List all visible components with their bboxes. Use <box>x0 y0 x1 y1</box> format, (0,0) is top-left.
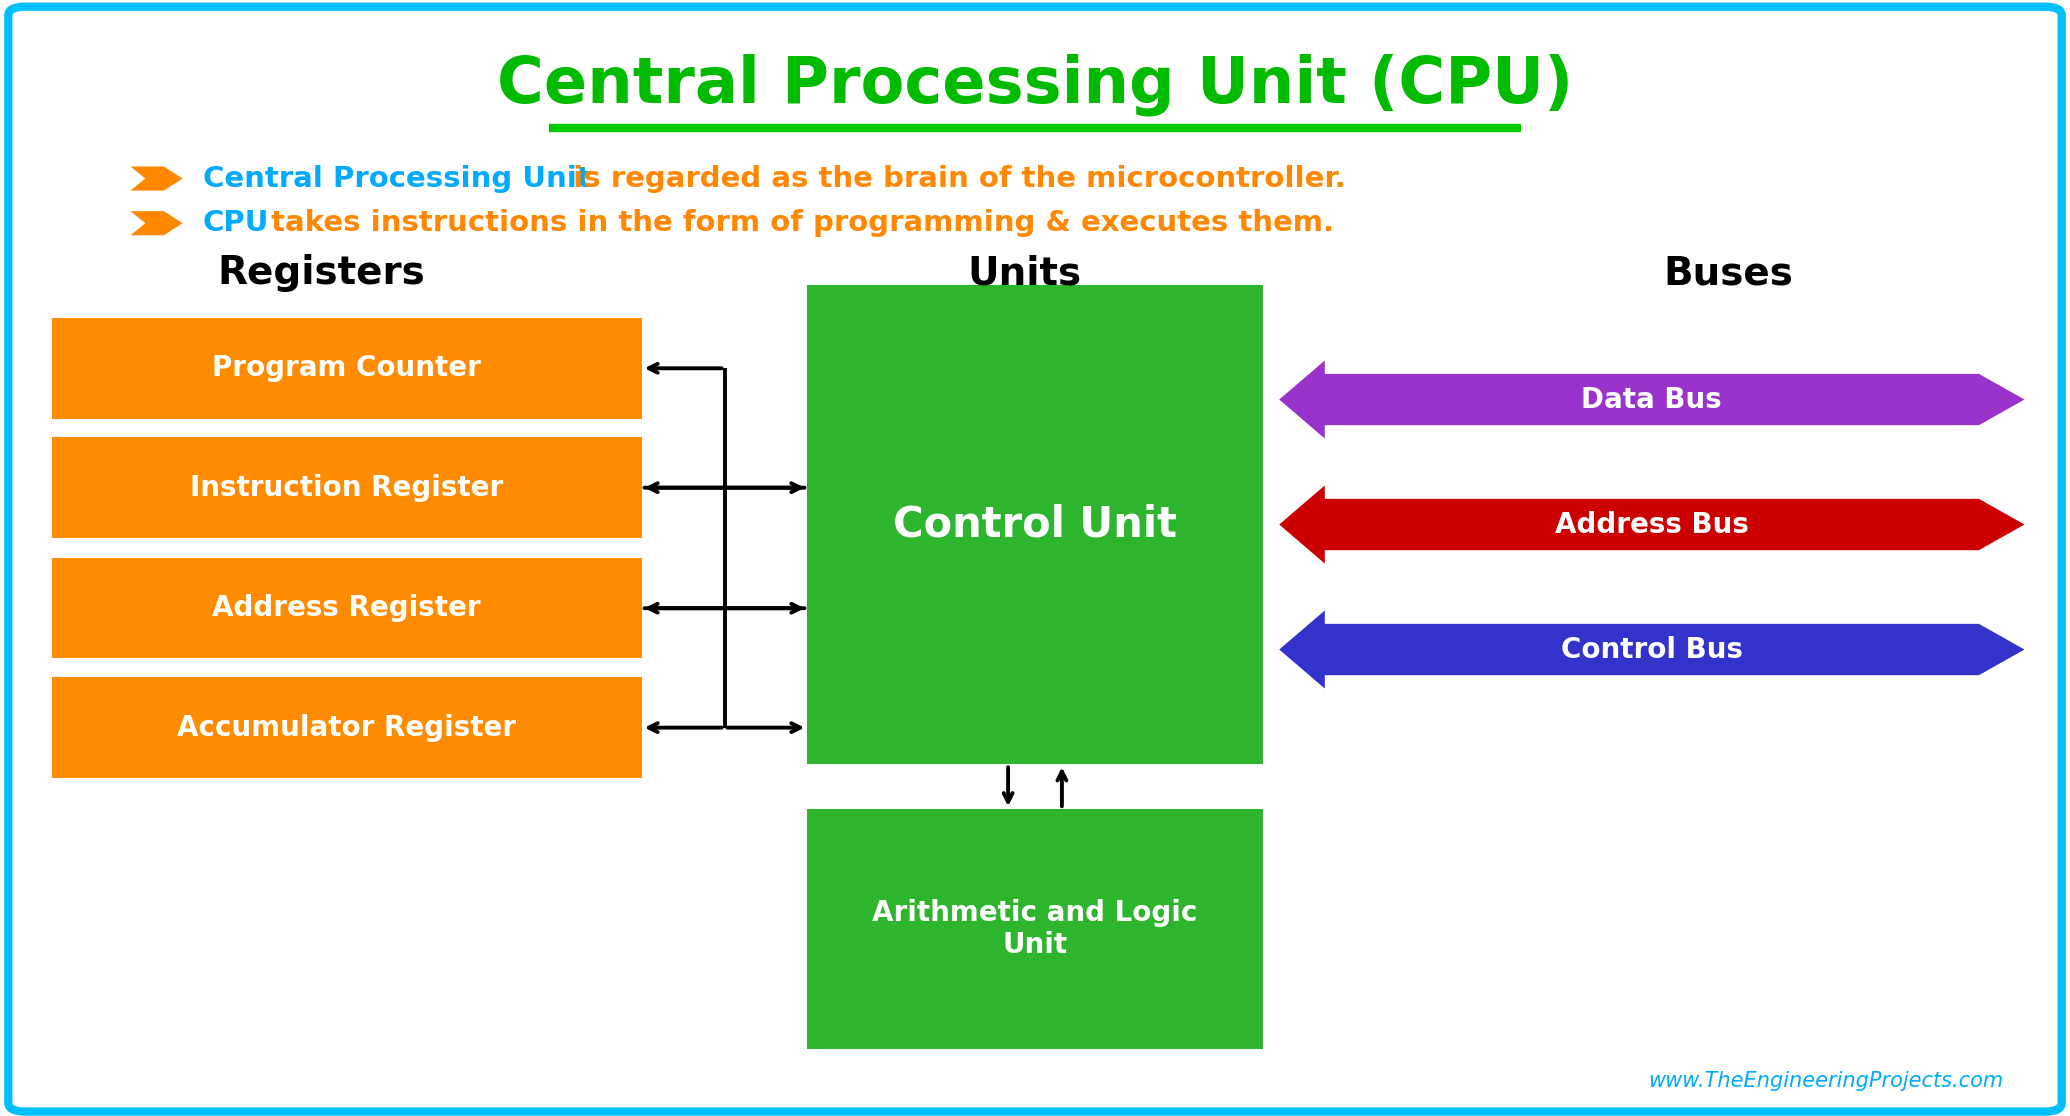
Text: Address Bus: Address Bus <box>1555 510 1749 539</box>
Text: Data Bus: Data Bus <box>1581 385 1722 414</box>
Polygon shape <box>1279 485 2024 564</box>
FancyBboxPatch shape <box>807 809 1263 1049</box>
FancyBboxPatch shape <box>52 437 642 538</box>
Text: Control Bus: Control Bus <box>1561 635 1743 664</box>
Text: Central Processing Unit (CPU): Central Processing Unit (CPU) <box>497 54 1573 116</box>
FancyBboxPatch shape <box>52 318 642 418</box>
Text: Central Processing Unit: Central Processing Unit <box>203 164 590 193</box>
Text: Program Counter: Program Counter <box>213 354 480 383</box>
Text: CPU: CPU <box>203 209 269 238</box>
Text: is regarded as the brain of the microcontroller.: is regarded as the brain of the microcon… <box>563 164 1346 193</box>
Text: Control Unit: Control Unit <box>892 503 1178 546</box>
Polygon shape <box>1279 610 2024 689</box>
FancyBboxPatch shape <box>52 558 642 658</box>
Polygon shape <box>130 211 182 235</box>
Text: Buses: Buses <box>1664 254 1793 292</box>
Text: Arithmetic and Logic
Unit: Arithmetic and Logic Unit <box>871 898 1199 960</box>
Text: Registers: Registers <box>217 254 424 292</box>
Text: www.TheEngineeringProjects.com: www.TheEngineeringProjects.com <box>1648 1071 2004 1091</box>
Polygon shape <box>130 166 182 191</box>
Text: Accumulator Register: Accumulator Register <box>178 713 515 742</box>
Text: Address Register: Address Register <box>213 594 480 623</box>
Text: Units: Units <box>967 254 1083 292</box>
Text: takes instructions in the form of programming & executes them.: takes instructions in the form of progra… <box>261 209 1333 238</box>
Text: Instruction Register: Instruction Register <box>190 473 503 502</box>
FancyBboxPatch shape <box>52 677 642 778</box>
FancyBboxPatch shape <box>807 285 1263 764</box>
Polygon shape <box>1279 360 2024 439</box>
